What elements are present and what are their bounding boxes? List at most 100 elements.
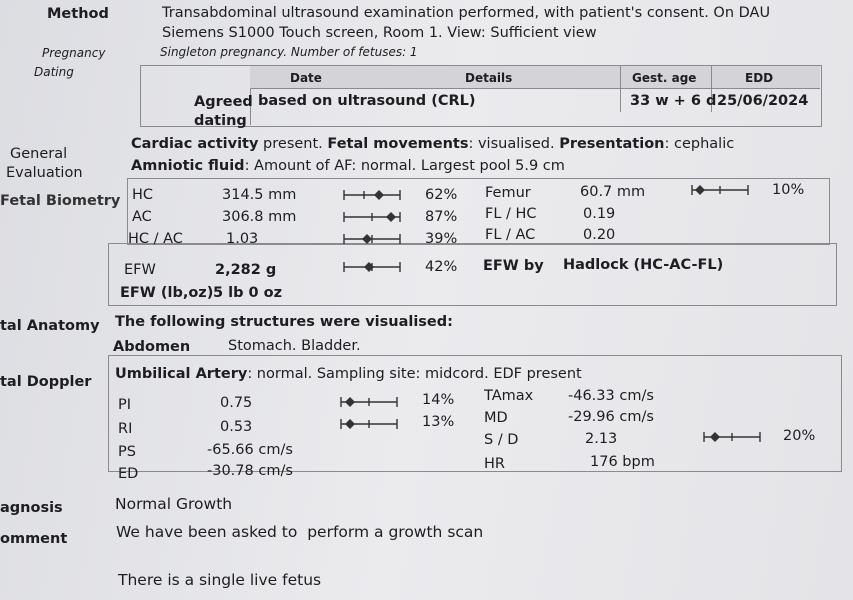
row-value: 5 lb 0 oz [213,285,283,301]
row-name: MD [484,410,508,426]
table-cell: 33 w + 6 d [630,93,717,109]
row-value: 60.7 mm [580,184,646,200]
gauge [340,419,398,429]
percentile: 39% [425,231,458,247]
row-value: 0.20 [583,227,616,243]
text-line: Transabdominal ultrasound examination pe… [162,5,771,21]
table-header-cell: EDD [745,71,774,85]
gauge [691,185,749,195]
section-label: omment [0,531,68,547]
text-line: Amniotic fluid: Amount of AF: normal. La… [131,157,565,175]
row-value: 176 bpm [590,454,655,470]
text-bold: Umbilical Artery [115,366,248,382]
text-line: There is a single live fetus [118,571,322,589]
text-bold: Fetal movements [327,136,469,152]
row-name: FL / AC [485,227,536,243]
row-value: -65.66 cm/s [207,442,293,458]
text: : normal. Sampling site: midcord. EDF pr… [247,366,582,382]
text-line: Umbilical Artery: normal. Sampling site:… [115,365,582,383]
text-line: We have been asked to perform a growth s… [116,523,484,541]
text-bold: Amniotic fluid [131,158,245,174]
text-line: The following structures were visualised… [115,314,453,330]
gauge [343,190,401,200]
rule [620,66,621,112]
section-label: Pregnancy [42,46,106,60]
row-name: EFW (lb,oz) [120,285,214,301]
table-header-cell: Date [290,71,322,85]
row-value: 0.19 [583,206,616,222]
row-name: HR [484,456,505,472]
gauge [343,234,401,244]
text-bold: Cardiac activity [131,136,259,152]
row-value: 314.5 mm [222,187,297,203]
text-bold: Presentation [559,136,665,152]
doppler-box [108,355,842,472]
table-cell: 25/06/2024 [717,93,809,109]
gauge [343,262,401,272]
summary: Singleton pregnancy. Number of fetuses: … [160,45,418,59]
percentile: 14% [422,392,455,408]
gauge [340,397,398,407]
row-value: -29.96 cm/s [568,409,654,425]
row-name: PS [118,444,136,460]
text: : Amount of AF: normal. Largest pool 5.9… [244,158,565,174]
section-label: Method [47,6,109,22]
row-value: 1.03 [226,231,259,247]
row-name: Femur [485,185,531,201]
row-value: 306.8 mm [222,209,297,225]
text-line: Normal Growth [115,495,233,513]
section-label: Fetal Biometry [0,193,121,209]
row-name: S / D [484,432,519,448]
row-name: RI [118,421,133,437]
row-name: EFW [124,262,156,278]
row-name: HC [132,187,154,203]
row-name: AC [132,209,152,225]
percentile: 42% [425,259,458,275]
row-name: ED [118,466,139,482]
row-value: 2.13 [585,431,618,447]
row-value: 0.75 [220,395,253,411]
row-value: Hadlock (HC-AC-FL) [563,257,724,273]
percentile: 87% [425,209,458,225]
section-label: General [10,146,68,162]
section-label: tal Doppler [0,374,92,390]
text: present. [258,136,328,152]
table-header [250,66,820,88]
dating-table [140,65,822,127]
text: : cephalic [664,136,735,152]
section-label: tal Anatomy [0,318,100,334]
rule [711,66,712,112]
row-name: HC / AC [128,231,183,247]
table-cell: Agreed dating [194,94,253,129]
row-name: EFW by [483,258,544,274]
biometry-box [127,178,830,245]
rule [250,88,820,89]
row-value: -46.33 cm/s [568,388,654,404]
row-value: 0.53 [220,419,253,435]
table-header-cell: Gest. age [632,71,697,85]
percentile: 62% [425,187,458,203]
row-name: FL / HC [485,206,537,222]
row-name: TAmax [484,388,534,404]
table-cell: based on ultrasound (CRL) [258,93,476,109]
row-name: PI [118,397,132,413]
percentile: 10% [772,182,805,198]
table-header-cell: Details [465,71,513,85]
section-label: Dating [34,65,74,79]
percentile: 20% [783,428,816,444]
efw-box [108,243,837,306]
text-line: Siemens S1000 Touch screen, Room 1. View… [162,25,597,41]
row-value: Stomach. Bladder. [228,338,361,354]
percentile: 13% [422,414,455,430]
section-label: agnosis [0,500,63,516]
row-name: Abdomen [113,339,191,355]
gauge [703,432,761,442]
row-value: 2,282 g [215,262,277,278]
text-line: Cardiac activity present. Fetal movement… [131,135,734,153]
row-value: -30.78 cm/s [207,463,293,479]
rule [250,88,251,125]
section-label: Evaluation [6,165,83,181]
gauge [343,212,401,222]
text: : visualised. [468,136,560,152]
